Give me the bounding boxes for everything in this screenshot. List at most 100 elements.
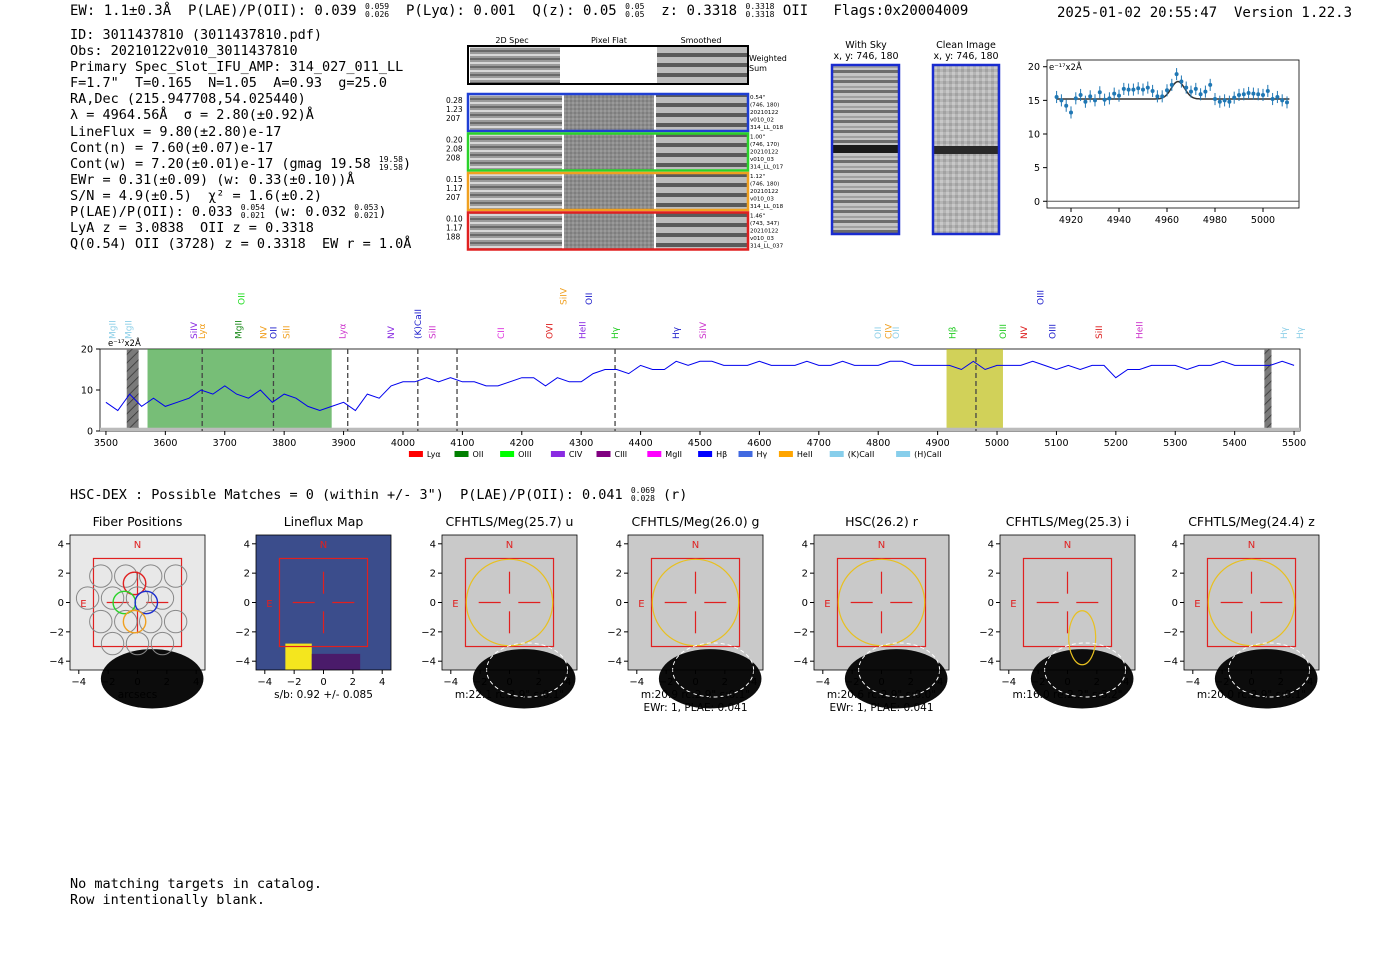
east-label: E [80,599,86,610]
cutout-2dspec [470,173,562,210]
info-q: Q(0.54) OII (3728) z = 0.3318 EW r = 1.0… [70,236,412,253]
fiber-circle [114,564,138,588]
panel-xtick-label: −2 [1031,677,1046,688]
panel-xtick-label: −4 [629,677,644,688]
emission-line-label: SiIV [190,321,200,339]
legend-swatch [596,451,611,457]
header-z: z: 0.3318 [644,3,738,19]
zoom-ytick-label: 10 [1028,130,1040,141]
panel-ytick-label: 0 [802,598,808,609]
cutout-row-meta: 20210122 [750,189,778,195]
zoom-data-point [1232,95,1237,100]
detection-info: ID: 3011437810 (3011437810.pdf) Obs: 202… [70,27,411,252]
emission-line-label: HeII [578,321,588,339]
panel-ytick-label: 2 [58,569,64,580]
zoom-xtick-label: 5000 [1251,215,1275,226]
emission-line-label: Hγ [1296,326,1306,339]
legend-swatch [408,451,423,457]
legend-item: MgII [647,450,682,459]
panel-ytick-label: 4 [802,539,808,550]
cutout-row-stat: 1.17 [446,224,463,233]
zoom-data-point [1145,85,1150,90]
legend-item: CIV [550,450,583,459]
cutout-row-frame [466,211,750,251]
emission-line-label: SiII [1095,325,1105,339]
panel-xtick-label: 4 [379,677,385,688]
zoom-data-point [1227,99,1232,104]
legend-label: Lyα [427,450,441,459]
panel-frame [441,534,578,671]
cutout-row-meta: (746, 170) [750,142,779,148]
zoom-data-point [1265,88,1270,93]
legend-label: HeII [797,450,813,459]
cutout-row-meta: (746, 180) [750,103,779,109]
panel-xtick-label: −2 [287,677,302,688]
north-label: N [878,540,885,551]
zoom-data-point [1155,94,1160,99]
panel-ytick-label: −4 [607,657,622,668]
cutout-row-meta: 0.54" [750,95,765,101]
zoom-data-point [1097,90,1102,95]
legend-item: (H)CaII [896,450,942,459]
spec-xtick-label: 4400 [629,438,653,449]
info-obs: Obs: 20210122v010_3011437810 [70,43,298,60]
spec-xtick-label: 4000 [391,438,415,449]
panel-frame [1183,534,1320,671]
emission-line-label: Hγ [672,326,682,339]
col-pixelflat-label: Pixel Flat [591,36,627,45]
cutout-row-stat: 2.08 [446,145,463,154]
zoom-data-point [1184,85,1189,90]
zoom-data-point [1131,87,1136,92]
panel-caption: m:20.9 rc:2.9" s:0.1" [641,689,750,701]
image-panel: CFHTLS/Meg(26.0) gNE−4−4−2−2002244m:20.9… [607,514,764,714]
panel-ytick-label: 2 [430,569,436,580]
cutout-row-meta: (743, 347) [750,221,779,227]
cutout-row-meta: v010_03 [750,197,774,203]
cutout-smoothed [656,94,748,131]
panel-xtick-label: −4 [1001,677,1016,688]
clean-line-trace [933,146,999,154]
panel-xtick-label: 0 [1248,677,1254,688]
fiber-circle [139,609,163,634]
cutout-pixelflat [564,94,654,131]
contw-upper: 19.58 [378,154,403,164]
panel-ytick-label: −2 [979,627,994,638]
plae-sup: 0.054 [240,203,265,213]
zoom-ytick-label: 0 [1034,197,1040,208]
image-panel: Fiber Positions N E −4 −4 −2 −2 0 0 2 2 4 4 arcsecs [50,514,206,709]
panel-xtick-label: 0 [506,677,512,688]
fit-ellipse [1068,610,1097,666]
cutout-2dspec [470,212,562,250]
plae-lower: 0.026 [365,10,390,19]
emission-line-label: OII [269,327,279,339]
spec-xtick-label: 5300 [1163,438,1187,449]
zoom-data-point [1126,87,1131,92]
zoom-data-point [1160,94,1165,99]
cutout-row-meta: 1.00" [750,135,765,141]
legend-swatch [647,451,662,457]
clean-frame [931,63,1001,236]
emission-line-label: OVI [546,323,556,339]
east-label: E [824,599,830,610]
zoom-data-point [1102,97,1107,102]
zoom-data-point [1059,98,1064,103]
zoom-data-point [1078,92,1083,97]
spec-xtick-label: 4100 [450,438,474,449]
legend-item: Hβ [698,450,727,459]
cutout-pixelflat [564,212,654,250]
cutout-2dspec [470,133,562,171]
panel-ytick-label: −2 [607,627,622,638]
legend-swatch [550,451,565,457]
spec-xtick-label: 4200 [510,438,534,449]
legend-swatch [738,451,753,457]
zoom-data-point [1275,95,1280,99]
spec-xtick-label: 3500 [94,438,118,449]
zoom-data-point [1213,97,1217,102]
north-label: N [692,540,699,551]
emission-line-label: HeII [1136,321,1146,339]
sum-label: Sum [749,64,767,73]
contw-text: Cont(w) = 7.20(±0.01)e-17 (gmag 19.58 [70,155,371,172]
footer-line2: Row intentionally blank. [70,892,266,908]
